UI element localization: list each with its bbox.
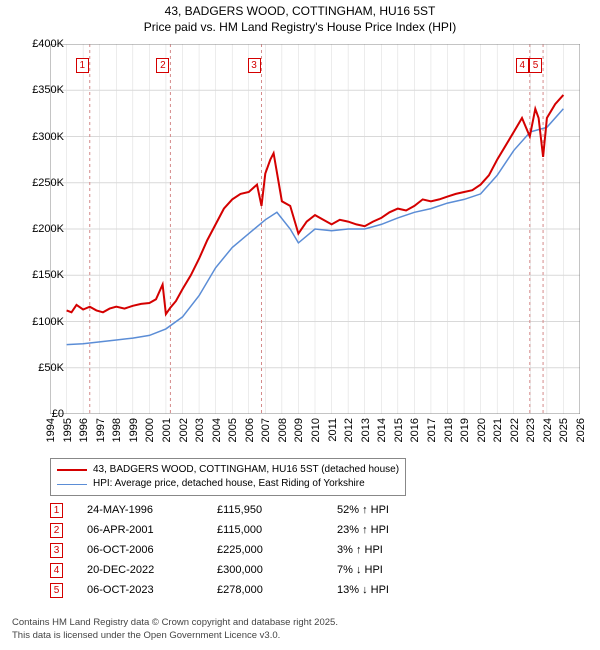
x-tick-label: 1996 — [78, 418, 90, 442]
chart-container: 43, BADGERS WOOD, COTTINGHAM, HU16 5ST P… — [0, 0, 600, 650]
legend-item: HPI: Average price, detached house, East… — [57, 477, 399, 491]
footer-text: Contains HM Land Registry data © Crown c… — [12, 617, 338, 642]
sale-price: £225,000 — [217, 544, 337, 556]
y-tick-label: £250K — [32, 177, 64, 189]
x-tick-label: 2001 — [161, 418, 173, 442]
x-tick-label: 2016 — [409, 418, 421, 442]
sale-number-box: 1 — [50, 503, 63, 518]
legend: 43, BADGERS WOOD, COTTINGHAM, HU16 5ST (… — [50, 458, 406, 496]
x-tick-label: 1998 — [111, 418, 123, 442]
sale-number-box: 3 — [50, 543, 63, 558]
sale-vs-hpi: 52% ↑ HPI — [337, 504, 457, 516]
y-tick-label: £150K — [32, 269, 64, 281]
sale-date: 06-OCT-2006 — [87, 544, 217, 556]
plot-area — [50, 44, 580, 414]
x-tick-label: 1999 — [128, 418, 140, 442]
x-tick-label: 2018 — [443, 418, 455, 442]
x-tick-label: 2017 — [426, 418, 438, 442]
sale-marker-box: 4 — [516, 58, 529, 73]
sale-date: 24-MAY-1996 — [87, 504, 217, 516]
table-row: 3 06-OCT-2006£225,0003% ↑ HPI — [50, 540, 457, 560]
sale-number-box: 2 — [50, 523, 63, 538]
sale-date: 20-DEC-2022 — [87, 564, 217, 576]
table-row: 1 24-MAY-1996£115,95052% ↑ HPI — [50, 500, 457, 520]
sale-marker-box: 3 — [248, 58, 261, 73]
x-tick-label: 2010 — [310, 418, 322, 442]
x-tick-label: 2003 — [194, 418, 206, 442]
footer-line-1: Contains HM Land Registry data © Crown c… — [12, 617, 338, 629]
sale-marker-box: 5 — [529, 58, 542, 73]
y-tick-label: £200K — [32, 223, 64, 235]
x-tick-label: 1994 — [45, 418, 57, 442]
x-tick-label: 1997 — [95, 418, 107, 442]
x-tick-label: 2025 — [558, 418, 570, 442]
table-row: 5 06-OCT-2023£278,00013% ↓ HPI — [50, 580, 457, 600]
sale-vs-hpi: 23% ↑ HPI — [337, 524, 457, 536]
chart-svg — [50, 44, 580, 414]
x-tick-label: 2026 — [575, 418, 587, 442]
x-tick-label: 2012 — [343, 418, 355, 442]
x-tick-label: 2005 — [227, 418, 239, 442]
table-row: 4 20-DEC-2022£300,0007% ↓ HPI — [50, 560, 457, 580]
title-line-1: 43, BADGERS WOOD, COTTINGHAM, HU16 5ST — [0, 4, 600, 20]
title-line-2: Price paid vs. HM Land Registry's House … — [0, 20, 600, 36]
chart-title: 43, BADGERS WOOD, COTTINGHAM, HU16 5ST P… — [0, 0, 600, 35]
legend-label: 43, BADGERS WOOD, COTTINGHAM, HU16 5ST (… — [93, 463, 399, 477]
x-tick-label: 2008 — [277, 418, 289, 442]
footer-line-2: This data is licensed under the Open Gov… — [12, 630, 338, 642]
x-tick-label: 2021 — [492, 418, 504, 442]
legend-label: HPI: Average price, detached house, East… — [93, 477, 365, 491]
legend-swatch — [57, 484, 87, 485]
x-tick-label: 2007 — [260, 418, 272, 442]
sale-number-box: 5 — [50, 583, 63, 598]
x-tick-label: 2013 — [360, 418, 372, 442]
x-tick-label: 2023 — [525, 418, 537, 442]
y-tick-label: £300K — [32, 131, 64, 143]
x-tick-label: 2015 — [393, 418, 405, 442]
sale-marker-box: 1 — [76, 58, 89, 73]
x-tick-label: 2006 — [244, 418, 256, 442]
sale-vs-hpi: 3% ↑ HPI — [337, 544, 457, 556]
y-tick-label: £50K — [38, 362, 64, 374]
sale-price: £115,950 — [217, 504, 337, 516]
x-tick-label: 2022 — [509, 418, 521, 442]
y-tick-label: £400K — [32, 38, 64, 50]
sales-table: 1 24-MAY-1996£115,95052% ↑ HPI 2 06-APR-200… — [50, 500, 457, 600]
sale-price: £300,000 — [217, 564, 337, 576]
y-tick-label: £100K — [32, 316, 64, 328]
legend-swatch — [57, 469, 87, 471]
sale-number-box: 4 — [50, 563, 63, 578]
sale-price: £278,000 — [217, 584, 337, 596]
x-tick-label: 2011 — [327, 418, 339, 442]
x-tick-label: 1995 — [62, 418, 74, 442]
x-tick-label: 2000 — [144, 418, 156, 442]
x-tick-label: 2004 — [211, 418, 223, 442]
sale-vs-hpi: 7% ↓ HPI — [337, 564, 457, 576]
x-tick-label: 2019 — [459, 418, 471, 442]
sale-date: 06-APR-2001 — [87, 524, 217, 536]
legend-item: 43, BADGERS WOOD, COTTINGHAM, HU16 5ST (… — [57, 463, 399, 477]
sale-vs-hpi: 13% ↓ HPI — [337, 584, 457, 596]
sale-price: £115,000 — [217, 524, 337, 536]
sale-date: 06-OCT-2023 — [87, 584, 217, 596]
x-tick-label: 2014 — [376, 418, 388, 442]
x-tick-label: 2002 — [178, 418, 190, 442]
x-tick-label: 2009 — [293, 418, 305, 442]
x-tick-label: 2024 — [542, 418, 554, 442]
y-tick-label: £350K — [32, 84, 64, 96]
sale-marker-box: 2 — [156, 58, 169, 73]
table-row: 2 06-APR-2001£115,00023% ↑ HPI — [50, 520, 457, 540]
x-tick-label: 2020 — [476, 418, 488, 442]
